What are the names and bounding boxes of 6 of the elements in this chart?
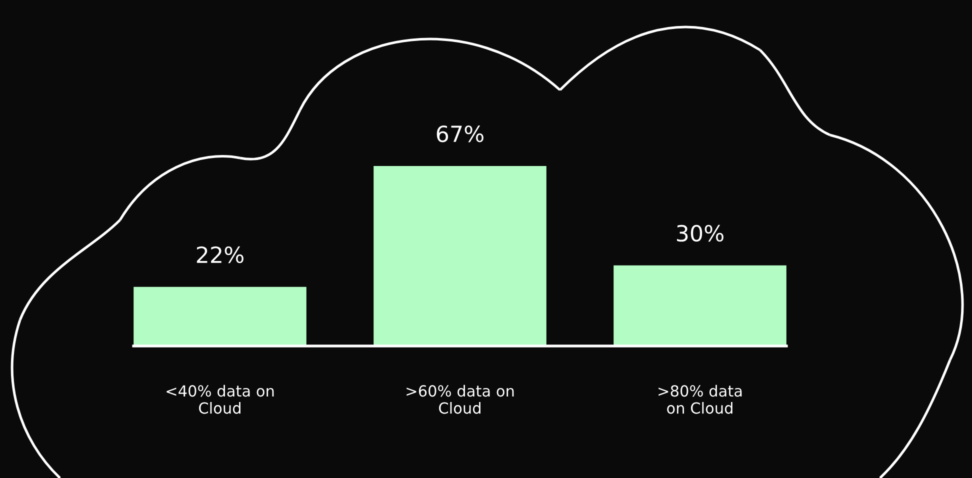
x-tick-label: >80% data on Cloud — [658, 384, 742, 414]
x-tick-label: >60% data on Cloud — [406, 384, 514, 414]
data-label: 22% — [196, 246, 244, 264]
data-label: 67% — [436, 125, 484, 142]
x-tick-label: <40% data on Cloud — [166, 384, 274, 414]
data-label: 30% — [677, 224, 724, 242]
